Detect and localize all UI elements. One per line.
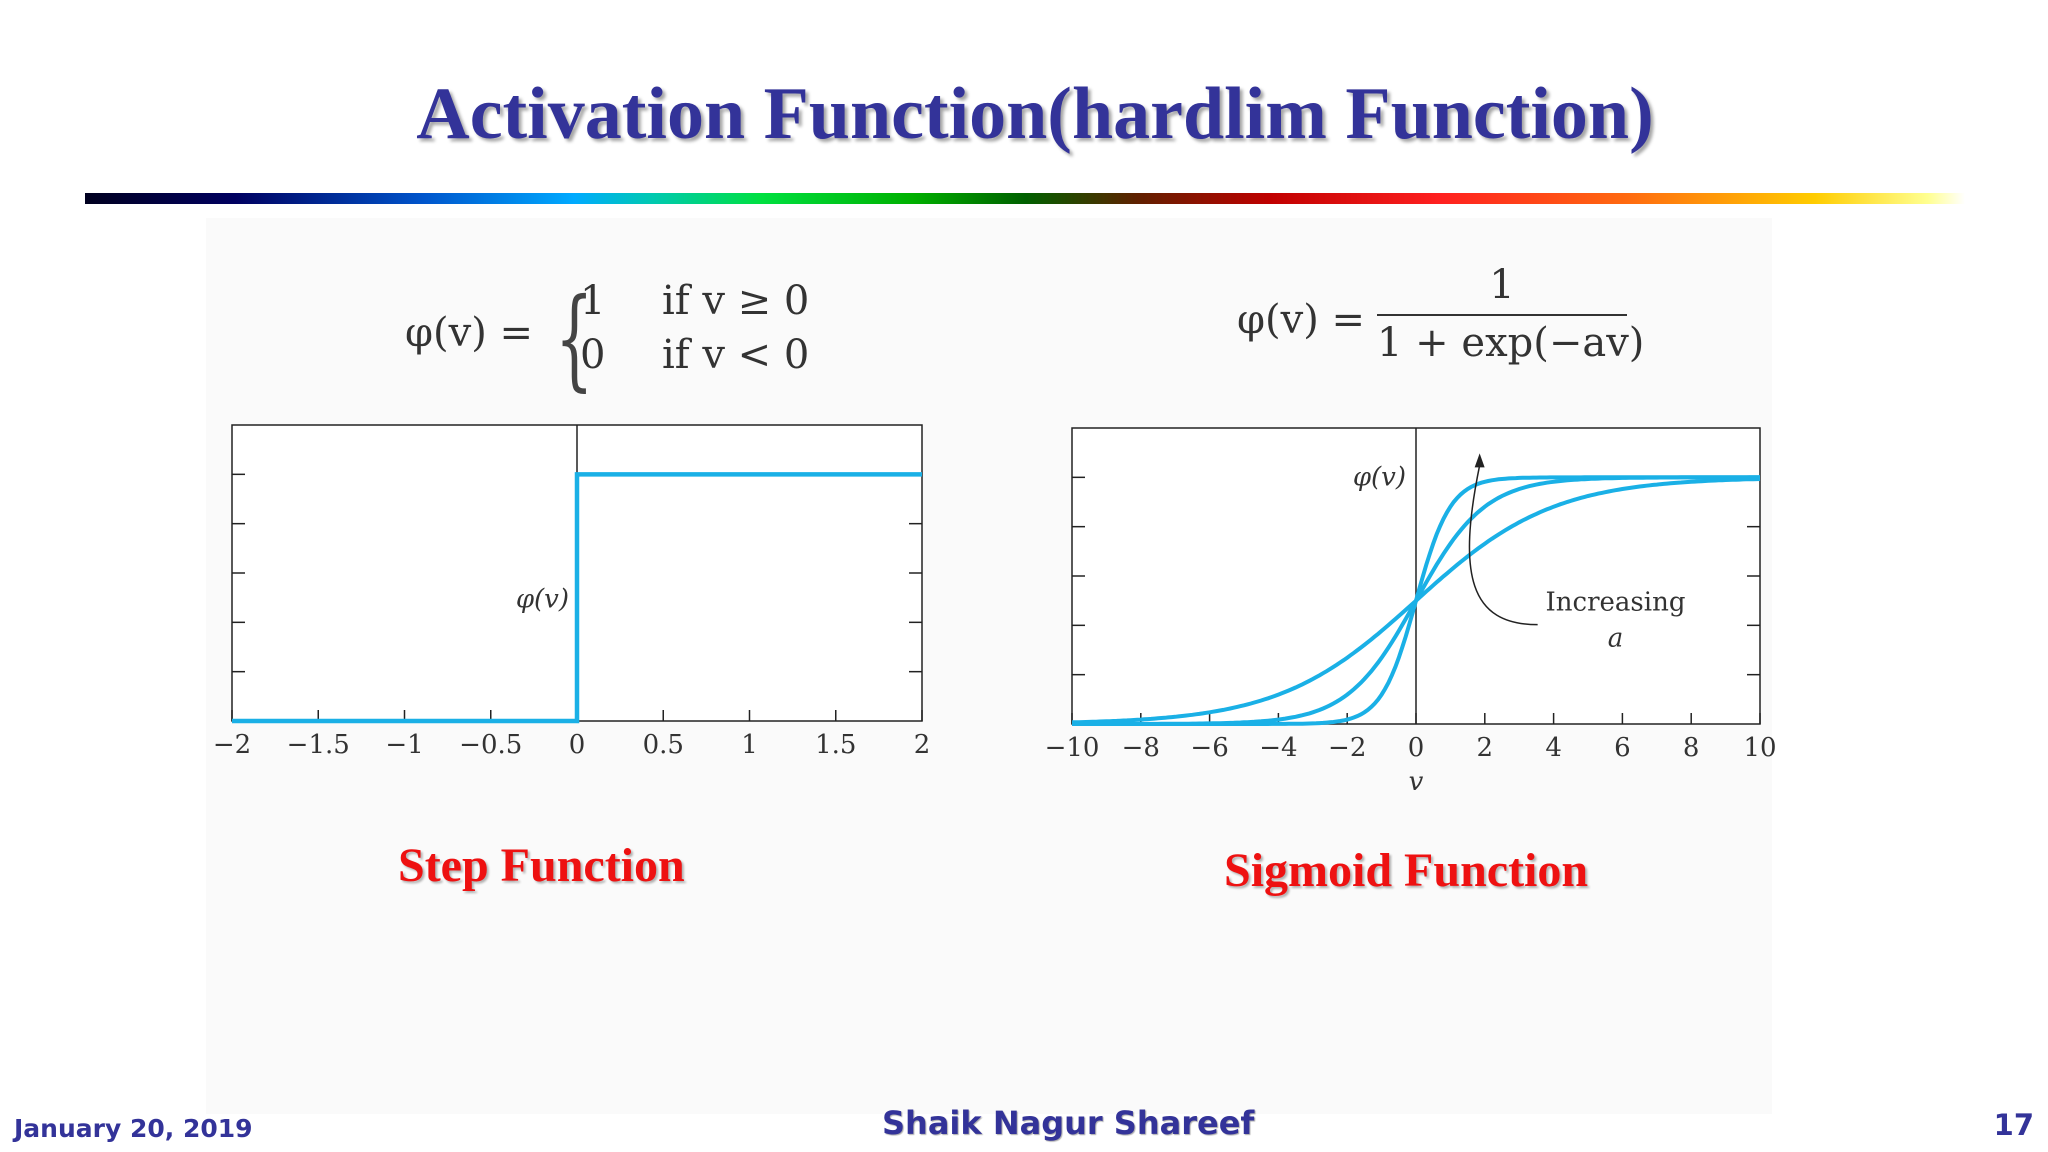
x-tick-label: −1.5 bbox=[287, 730, 350, 760]
x-tick-label: −0.5 bbox=[459, 730, 522, 760]
title-divider bbox=[85, 193, 1965, 204]
step-case-1-condition: if v ≥ 0 bbox=[662, 278, 810, 324]
x-axis-label: v bbox=[1409, 767, 1424, 797]
x-tick-label: 0 bbox=[569, 730, 586, 760]
x-tick-label: −10 bbox=[1045, 733, 1100, 763]
step-case-2-value: 0 bbox=[580, 332, 606, 378]
annotation-variable: a bbox=[1608, 624, 1624, 654]
x-tick-label: −4 bbox=[1259, 733, 1297, 763]
sigmoid-function-caption: Sigmoid Function bbox=[1224, 844, 1589, 897]
footer-author: Shaik Nagur Shareef bbox=[882, 1104, 1255, 1142]
step-case-1-value: 1 bbox=[580, 278, 606, 324]
brace-symbol: { bbox=[555, 274, 594, 402]
sigmoid-denominator: 1 + exp(−av) bbox=[1377, 320, 1645, 366]
page-number: 17 bbox=[1993, 1108, 2034, 1142]
step-case-1: 1 if v ≥ 0 bbox=[580, 278, 809, 324]
sigmoid-function-plot: −10 −8 −6 −4 −2 0 2 4 6 8 10 φ(v) v Increasing a bbox=[1045, 427, 1777, 797]
fraction-bar bbox=[1377, 314, 1627, 316]
step-equation: φ(v) = { 1 if v ≥ 0 0 if v < 0 bbox=[405, 270, 825, 402]
sigmoid-curve-3 bbox=[1072, 475, 1760, 726]
y-axis-label: φ(v) bbox=[516, 585, 569, 615]
x-tick-label: 0 bbox=[1408, 733, 1425, 763]
step-function-plot: −2 −1.5 −1 −0.5 0 0.5 1 1.5 2 φ(v) bbox=[213, 424, 931, 760]
y-axis-label: φ(v) bbox=[1353, 462, 1406, 492]
slide-title: Activation Function(hardlim Function) bbox=[416, 73, 1654, 155]
x-tick-label: 0.5 bbox=[643, 730, 684, 760]
x-tick-label: 4 bbox=[1545, 733, 1562, 763]
sigmoid-numerator: 1 bbox=[1489, 262, 1515, 308]
x-tick-label: −8 bbox=[1122, 733, 1160, 763]
x-tick-label: −1 bbox=[385, 730, 423, 760]
x-tick-label: −2 bbox=[213, 730, 251, 760]
x-tick-label: −6 bbox=[1190, 733, 1228, 763]
arrowhead-icon bbox=[1474, 453, 1485, 468]
x-tick-label: 2 bbox=[914, 730, 931, 760]
x-tick-label: 1 bbox=[741, 730, 758, 760]
footer-date: January 20, 2019 bbox=[14, 1114, 253, 1143]
annotation-label: Increasing bbox=[1546, 588, 1686, 618]
x-tick-label: 6 bbox=[1614, 733, 1631, 763]
x-tick-label: 10 bbox=[1743, 733, 1776, 763]
step-case-2-condition: if v < 0 bbox=[662, 332, 810, 378]
annotation-arrow bbox=[1468, 465, 1538, 626]
sigmoid-equation: φ(v) = 1 1 + exp(−av) bbox=[1237, 262, 1645, 382]
x-tick-label: 2 bbox=[1477, 733, 1494, 763]
sigmoid-equation-lhs: φ(v) = bbox=[1237, 297, 1366, 343]
step-function-caption: Step Function bbox=[398, 839, 685, 892]
step-case-2: 0 if v < 0 bbox=[580, 332, 809, 378]
x-tick-label: 1.5 bbox=[815, 730, 856, 760]
x-tick-label: −2 bbox=[1328, 733, 1366, 763]
step-curve bbox=[232, 472, 922, 724]
x-tick-label: 8 bbox=[1683, 733, 1700, 763]
step-equation-lhs: φ(v) = bbox=[405, 310, 534, 356]
